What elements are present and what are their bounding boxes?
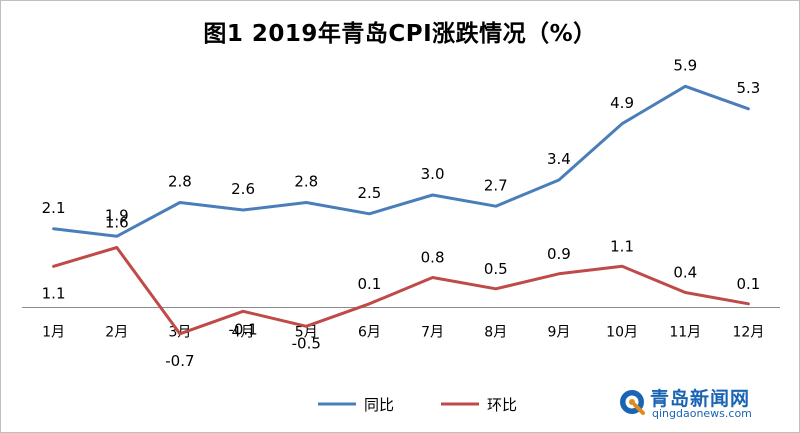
data-label: 2.8 bbox=[168, 173, 192, 191]
data-label: 2.1 bbox=[42, 199, 66, 217]
data-label: 0.5 bbox=[484, 260, 508, 278]
data-label: 4.9 bbox=[610, 94, 634, 112]
data-label: 3.0 bbox=[421, 165, 445, 183]
x-tick-label: 11月 bbox=[669, 325, 701, 341]
data-label: 0.9 bbox=[547, 245, 571, 263]
data-label: 5.9 bbox=[673, 56, 697, 74]
watermark-text: 青岛新闻网 bbox=[650, 388, 751, 410]
data-label: 0.4 bbox=[673, 264, 697, 282]
series-line-mom bbox=[52, 246, 750, 336]
x-tick-label: 1月 bbox=[42, 325, 65, 341]
x-tick-label: 12月 bbox=[733, 325, 765, 341]
chart-title: 图1 2019年青岛CPI涨跌情况（%） bbox=[203, 21, 597, 47]
x-tick-label: 7月 bbox=[421, 325, 444, 341]
legend-label: 环比 bbox=[487, 396, 517, 414]
data-label: -0.1 bbox=[228, 320, 257, 338]
x-tick-label: 6月 bbox=[358, 325, 381, 341]
data-label: -0.7 bbox=[165, 352, 194, 370]
x-tick-label: 9月 bbox=[547, 325, 570, 341]
data-label: 2.5 bbox=[357, 184, 381, 202]
watermark-subtext: qingdaonews.com bbox=[652, 407, 752, 420]
data-label: 0.1 bbox=[357, 275, 381, 293]
series-line-yoy bbox=[52, 84, 750, 238]
data-label: 2.6 bbox=[231, 180, 255, 198]
data-label: 1.1 bbox=[42, 284, 66, 302]
data-label: 2.8 bbox=[294, 173, 318, 191]
data-label: 1.1 bbox=[610, 237, 634, 255]
data-label: 0.1 bbox=[736, 275, 760, 293]
data-label: 1.6 bbox=[105, 214, 129, 232]
data-label: 3.4 bbox=[547, 150, 571, 168]
x-tick-label: 4月 bbox=[232, 325, 255, 341]
x-tick-label: 8月 bbox=[484, 325, 507, 341]
legend-label: 同比 bbox=[364, 396, 394, 414]
watermark: 青岛新闻网 qingdaonews.com bbox=[614, 384, 784, 424]
data-label: 0.8 bbox=[421, 249, 445, 267]
data-label: -0.5 bbox=[292, 334, 321, 352]
x-tick-label: 10月 bbox=[606, 325, 638, 341]
qingdaonews-logo-icon bbox=[620, 390, 645, 415]
data-label: 5.3 bbox=[736, 79, 760, 97]
x-tick-label: 5月 bbox=[295, 325, 318, 341]
data-label: 2.7 bbox=[484, 176, 508, 194]
data-label: 1.9 bbox=[105, 206, 129, 224]
x-tick-label: 2月 bbox=[105, 325, 128, 341]
